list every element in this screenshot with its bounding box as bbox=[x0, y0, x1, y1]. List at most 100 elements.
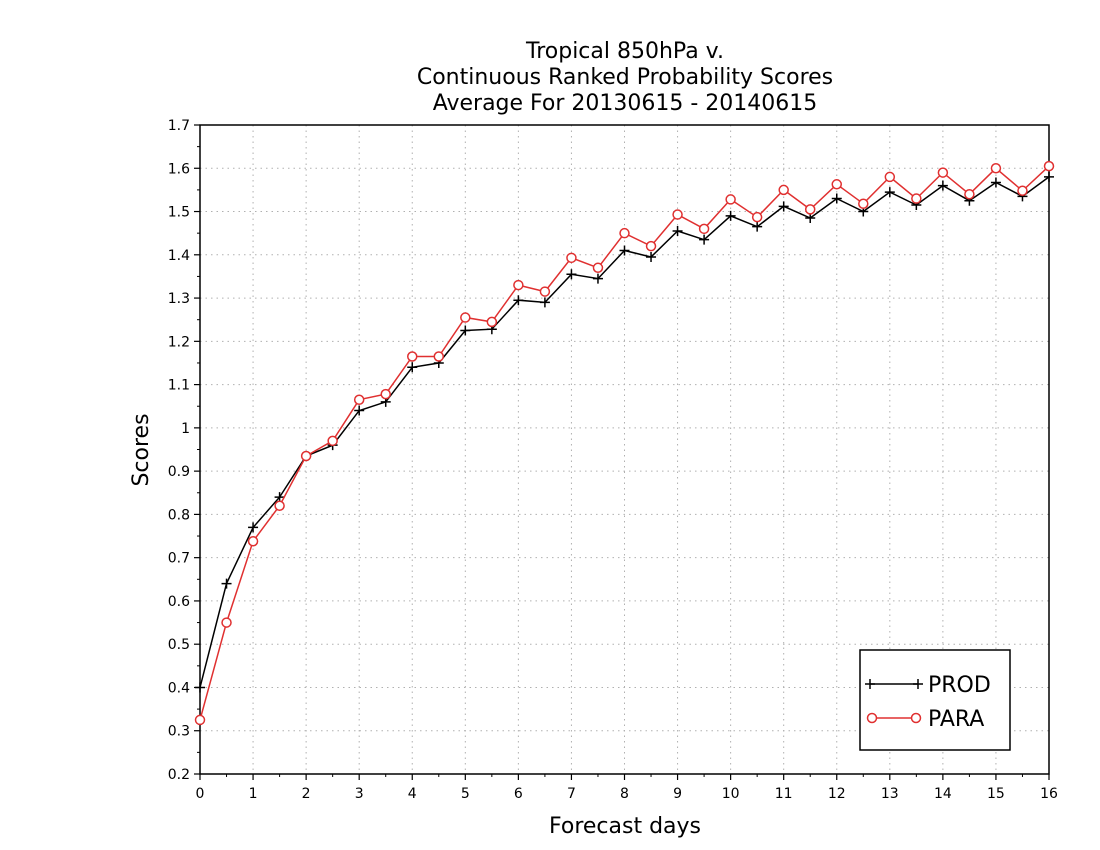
y-axis-label: Scores bbox=[129, 413, 154, 486]
chart-title-line-2: Continuous Ranked Probability Scores bbox=[417, 65, 833, 90]
data-point bbox=[539, 286, 551, 297]
chart-title-line-3: Average For 20130615 - 20140615 bbox=[433, 91, 818, 116]
x-axis-label: Forecast days bbox=[549, 814, 701, 839]
data-point bbox=[619, 227, 630, 239]
x-tick-label: 11 bbox=[775, 786, 793, 802]
data-point bbox=[513, 279, 524, 291]
y-tick-label: 1.3 bbox=[168, 291, 190, 307]
series-layer bbox=[194, 160, 1055, 726]
data-point bbox=[592, 262, 604, 274]
x-tick-label: 12 bbox=[828, 786, 846, 802]
data-point bbox=[1017, 185, 1028, 197]
data-point bbox=[380, 388, 391, 400]
data-point bbox=[937, 167, 949, 178]
x-tick-label: 2 bbox=[302, 786, 311, 802]
data-point bbox=[539, 297, 550, 308]
data-point bbox=[592, 273, 603, 284]
series-para bbox=[194, 160, 1055, 726]
y-tick-label: 0.4 bbox=[168, 680, 190, 696]
x-tick-label: 16 bbox=[1040, 786, 1058, 802]
data-point bbox=[884, 187, 895, 198]
data-point bbox=[353, 394, 365, 405]
data-point bbox=[778, 201, 789, 212]
data-point bbox=[194, 714, 206, 726]
y-tick-label: 1.5 bbox=[168, 205, 190, 221]
y-tick-label: 1.6 bbox=[168, 161, 190, 177]
data-point bbox=[672, 209, 683, 220]
data-point bbox=[804, 204, 816, 215]
legend-prod-label: PROD bbox=[928, 673, 991, 698]
data-point bbox=[990, 177, 1001, 188]
y-tick-label: 1.4 bbox=[168, 248, 190, 264]
data-point bbox=[221, 578, 232, 589]
x-tick-label: 0 bbox=[196, 786, 205, 802]
data-point bbox=[752, 221, 763, 232]
data-point bbox=[433, 351, 445, 362]
y-tick-label: 0.7 bbox=[168, 551, 190, 567]
chart-title: Tropical 850hPa v. Continuous Ranked Pro… bbox=[417, 39, 833, 116]
data-point bbox=[698, 223, 710, 235]
y-tick-label: 1 bbox=[181, 421, 190, 437]
data-point bbox=[725, 210, 736, 221]
y-tick-label: 1.1 bbox=[168, 378, 190, 394]
y-tick-label: 0.2 bbox=[168, 767, 190, 783]
data-point bbox=[513, 295, 524, 306]
data-point bbox=[274, 492, 285, 503]
data-point bbox=[646, 251, 657, 262]
data-point bbox=[937, 180, 948, 191]
data-point bbox=[566, 252, 577, 264]
y-tick-label: 1.2 bbox=[168, 334, 190, 350]
x-axis: 0 1 2 3 4 5 6 7 8 9 10 11 12 13 14 15 16 bbox=[196, 774, 1058, 802]
x-tick-label: 13 bbox=[881, 786, 899, 802]
data-point bbox=[964, 188, 975, 200]
legend: PROD PARA bbox=[859, 649, 1011, 751]
data-point bbox=[274, 500, 285, 511]
y-axis: 0.2 0.3 0.4 0.5 0.6 0.7 0.8 0.9 1 1.1 1.2 1.3 1.4 1.5… bbox=[168, 118, 200, 783]
legend-para-marker-left bbox=[866, 712, 878, 724]
data-point bbox=[460, 312, 471, 323]
data-point bbox=[1043, 160, 1055, 172]
data-point bbox=[195, 682, 205, 693]
data-point bbox=[486, 316, 498, 328]
data-point bbox=[911, 193, 922, 204]
data-point bbox=[831, 179, 842, 190]
legend-prod-marker-left bbox=[865, 679, 875, 689]
x-tick-label: 6 bbox=[514, 786, 523, 802]
x-tick-label: 3 bbox=[355, 786, 364, 802]
x-tick-label: 4 bbox=[408, 786, 417, 802]
data-point bbox=[858, 198, 869, 209]
data-point bbox=[645, 240, 657, 252]
data-point bbox=[884, 171, 896, 183]
data-point bbox=[300, 450, 312, 462]
data-point bbox=[990, 163, 1002, 174]
data-point bbox=[407, 362, 418, 373]
x-tick-label: 14 bbox=[934, 786, 952, 802]
data-point bbox=[619, 245, 630, 256]
x-tick-label: 8 bbox=[620, 786, 629, 802]
data-point bbox=[699, 234, 710, 245]
data-point bbox=[221, 617, 232, 628]
data-point bbox=[778, 184, 789, 196]
x-tick-label: 9 bbox=[673, 786, 682, 802]
data-point bbox=[327, 435, 338, 447]
legend-prod-marker-right bbox=[913, 679, 923, 689]
legend-para-marker-right bbox=[910, 712, 922, 724]
x-tick-label: 10 bbox=[722, 786, 740, 802]
x-tick-label: 15 bbox=[987, 786, 1005, 802]
data-point bbox=[672, 226, 683, 237]
x-tick-label: 1 bbox=[249, 786, 258, 802]
data-point bbox=[805, 213, 816, 224]
y-tick-label: 1.7 bbox=[168, 118, 190, 134]
data-point bbox=[460, 325, 471, 336]
x-tick-label: 7 bbox=[567, 786, 576, 802]
data-point bbox=[407, 351, 418, 362]
y-tick-label: 0.6 bbox=[168, 594, 190, 610]
y-tick-label: 0.5 bbox=[168, 637, 190, 653]
data-point bbox=[248, 522, 259, 533]
legend-box bbox=[859, 649, 1011, 751]
data-point bbox=[1044, 171, 1054, 182]
data-point bbox=[751, 211, 763, 223]
legend-para-label: PARA bbox=[928, 707, 984, 732]
chart-title-line-1: Tropical 850hPa v. bbox=[525, 39, 724, 64]
